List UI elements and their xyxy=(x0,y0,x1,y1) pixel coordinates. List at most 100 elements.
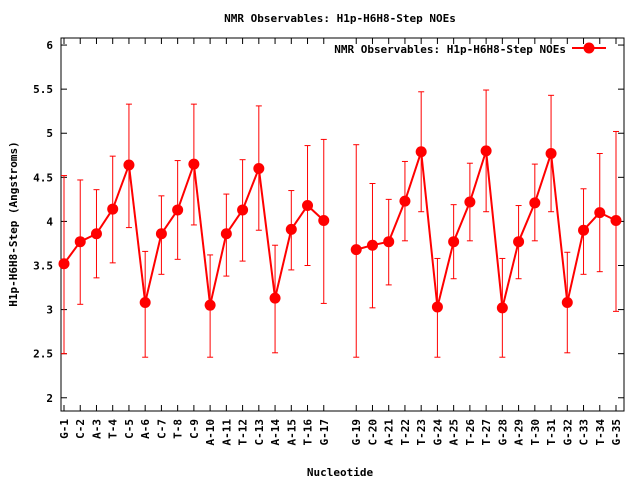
data-point xyxy=(285,223,297,235)
x-tick-label: A-14 xyxy=(269,419,282,446)
x-tick-label: A-21 xyxy=(383,419,396,446)
data-point xyxy=(513,236,525,248)
series-line-segment xyxy=(144,233,163,303)
x-axis-label: Nucleotide xyxy=(307,466,374,479)
series-line-segment xyxy=(192,163,212,306)
data-point xyxy=(594,207,606,219)
y-tick-label: 5.5 xyxy=(33,83,53,96)
y-axis: 2 2.5 3 3.5 4 4.5 5 5.5 6 xyxy=(33,39,624,405)
x-tick-label: A-25 xyxy=(448,419,461,446)
y-axis-label: H1p-H6H8-Step (Angstroms) xyxy=(7,141,20,307)
x-tick-label: C-5 xyxy=(123,419,136,439)
data-point xyxy=(139,297,151,309)
series-line-segment xyxy=(550,153,569,303)
data-point xyxy=(74,236,86,248)
series-line-segment xyxy=(111,164,130,210)
x-tick-label: T-4 xyxy=(107,419,120,439)
series-line-segment xyxy=(420,151,439,308)
data-point xyxy=(578,224,590,236)
x-tick-label: G-35 xyxy=(610,419,623,446)
series-line-segment xyxy=(485,150,504,308)
series-line-segment xyxy=(403,151,423,202)
data-point xyxy=(431,301,443,313)
x-tick-label: C-2 xyxy=(74,419,87,439)
x-tick-label: C-7 xyxy=(155,419,168,439)
data-point xyxy=(545,148,557,160)
data-point xyxy=(58,258,70,270)
x-tick-label: T-31 xyxy=(545,419,558,446)
x-tick-label: A-6 xyxy=(139,419,152,439)
x-tick-label: T-22 xyxy=(399,419,412,446)
y-tick-label: 3.5 xyxy=(33,260,53,273)
data-point xyxy=(253,163,265,175)
series-line-segment xyxy=(274,229,293,299)
x-tick-label: A-11 xyxy=(220,419,233,446)
data-point xyxy=(90,228,102,240)
x-tick-label: T-30 xyxy=(529,419,542,446)
data-point xyxy=(302,200,314,212)
data-point xyxy=(220,228,232,240)
series-line-segment xyxy=(387,200,406,243)
x-tick-label: T-34 xyxy=(594,419,607,446)
series-line-segment xyxy=(533,153,553,204)
x-tick-label: A-10 xyxy=(204,419,217,446)
plot-frame xyxy=(60,37,625,412)
data-point xyxy=(237,204,249,216)
series-line-segment xyxy=(176,163,195,211)
x-tick-label: G-19 xyxy=(350,419,363,446)
y-tick-label: 4.5 xyxy=(33,171,53,184)
x-tick-label: A-3 xyxy=(90,419,103,439)
x-tick-label: C-20 xyxy=(366,419,379,446)
x-tick-label: C-33 xyxy=(578,419,591,446)
data-point xyxy=(350,244,362,256)
data-point xyxy=(399,195,411,207)
data-point xyxy=(188,158,200,170)
data-point xyxy=(269,292,281,304)
data-point xyxy=(123,159,135,171)
y-tick-label: 2 xyxy=(46,392,53,405)
x-tick-label: T-27 xyxy=(480,419,493,446)
data-point xyxy=(107,203,119,215)
data-point xyxy=(529,197,541,209)
y-tick-label: 2.5 xyxy=(33,348,53,361)
data-point xyxy=(172,204,184,216)
series-line-segment xyxy=(501,241,520,309)
x-tick-label: A-15 xyxy=(285,419,298,446)
x-tick-label: A-29 xyxy=(513,419,526,446)
series-line-segment xyxy=(127,164,147,303)
y-tick-label: 3 xyxy=(46,304,53,317)
data-point xyxy=(318,215,330,227)
series-line-segment xyxy=(468,150,488,203)
series-line-segment xyxy=(566,230,585,303)
data-point xyxy=(480,145,492,157)
data-point xyxy=(496,302,508,314)
data-point xyxy=(448,236,460,248)
x-tick-label: G-32 xyxy=(561,419,574,446)
legend-marker xyxy=(583,42,595,54)
data-point xyxy=(155,228,167,240)
x-tick-label: T-12 xyxy=(237,419,250,446)
data-point xyxy=(366,239,378,251)
x-tick-label: T-8 xyxy=(172,419,185,439)
data-point xyxy=(204,299,216,311)
x-tick-label: G-1 xyxy=(58,419,71,439)
x-tick-label: C-9 xyxy=(188,419,201,439)
chart-title: NMR Observables: H1p-H6H8-Step NOEs xyxy=(224,12,456,25)
series-line-segment xyxy=(241,168,260,211)
y-tick-label: 6 xyxy=(46,39,53,52)
data-point xyxy=(610,215,622,227)
x-tick-label: T-26 xyxy=(464,419,477,446)
series-line-segment xyxy=(257,168,277,299)
y-tick-label: 4 xyxy=(46,215,53,228)
data-point xyxy=(415,146,427,158)
legend-label: NMR Observables: H1p-H6H8-Step NOEs xyxy=(334,43,566,56)
x-tick-label: G-17 xyxy=(318,419,331,446)
x-axis: G-1 C-2 A-3 T-4 C-5 A-6 C-7 T-8 C-9 A-10 A-11 T-12 C… xyxy=(58,38,623,446)
series-line-segment xyxy=(452,201,471,243)
series-line-segment xyxy=(517,202,536,243)
series-line-segment xyxy=(436,241,455,308)
x-tick-label: T-23 xyxy=(415,419,428,446)
x-tick-label: T-16 xyxy=(302,419,315,446)
